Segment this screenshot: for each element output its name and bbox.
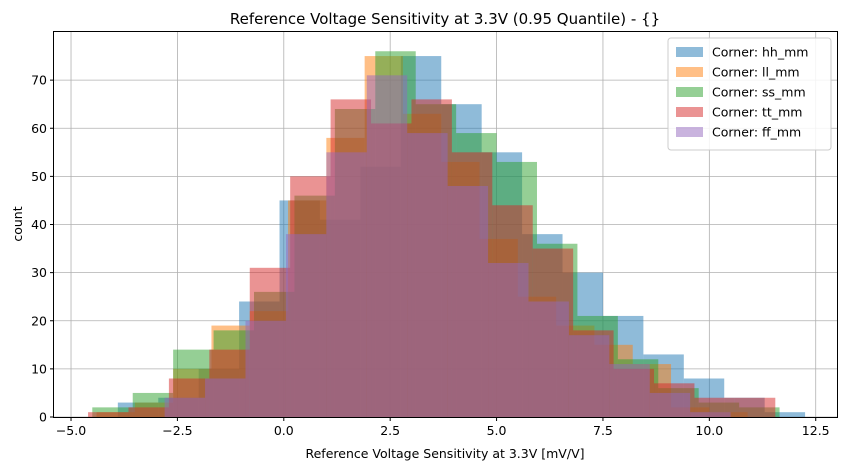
legend-label: Corner: ll_mm: [712, 65, 800, 80]
x-tick-label: −2.5: [162, 423, 192, 438]
histogram-bar: [488, 263, 529, 417]
histogram-bars: [88, 51, 806, 417]
histogram-bar: [568, 335, 610, 417]
y-tick-label: 0: [39, 410, 47, 425]
chart-title: Reference Voltage Sensitivity at 3.3V (0…: [230, 10, 660, 28]
histogram-bar: [205, 378, 246, 417]
y-tick-label: 30: [31, 265, 47, 280]
x-axis-label: Reference Voltage Sensitivity at 3.3V [m…: [305, 446, 584, 461]
legend-label: Corner: ss_mm: [712, 85, 806, 100]
histogram-bar: [609, 364, 650, 417]
y-tick-label: 60: [31, 121, 47, 136]
legend-swatch: [676, 107, 703, 117]
y-tick-label: 40: [31, 217, 47, 232]
x-tick-label: 5.0: [487, 423, 507, 438]
legend-swatch: [676, 127, 703, 137]
x-tick-label: −5.0: [56, 423, 86, 438]
series-group: [164, 75, 731, 417]
histogram-bar: [528, 301, 569, 417]
legend-swatch: [676, 47, 703, 57]
histogram-bar: [366, 75, 408, 417]
y-tick-label: 20: [31, 313, 47, 328]
histogram-bar: [88, 412, 129, 417]
histogram-bar: [128, 407, 169, 417]
y-tick-label: 70: [31, 73, 47, 88]
histogram-bar: [164, 397, 206, 417]
x-tick-label: 0.0: [274, 423, 294, 438]
legend-label: Corner: tt_mm: [712, 105, 802, 120]
histogram-bar: [764, 412, 806, 417]
y-tick-label: 10: [31, 361, 47, 376]
legend-box: [667, 37, 832, 151]
legend-swatch: [676, 87, 703, 97]
histogram-bar: [447, 186, 489, 417]
axis-ticks: −5.0 −2.5 0.0 2.5 5.0 7.5 10.0 12.5 0 10 20 30 40 50 6…: [31, 73, 830, 438]
histogram-bar: [649, 392, 691, 417]
legend-label: Corner: ff_mm: [712, 125, 801, 140]
histogram-bar: [326, 152, 367, 417]
histogram-bar: [690, 412, 731, 417]
legend-label: Corner: hh_mm: [712, 45, 808, 60]
histogram-bar: [245, 320, 286, 417]
legend: Corner: hh_mm Corner: ll_mm Corner: ss_mm C…: [667, 37, 832, 151]
x-tick-label: 7.5: [593, 423, 613, 438]
histogram-bar: [407, 133, 448, 417]
y-axis-label: count: [10, 206, 25, 241]
histogram-bar: [285, 234, 327, 417]
legend-swatch: [676, 67, 703, 77]
y-tick-label: 50: [31, 169, 47, 184]
x-tick-label: 12.5: [802, 423, 830, 438]
x-tick-label: 10.0: [695, 423, 723, 438]
histogram-bar: [734, 397, 776, 417]
x-tick-label: 2.5: [380, 423, 400, 438]
